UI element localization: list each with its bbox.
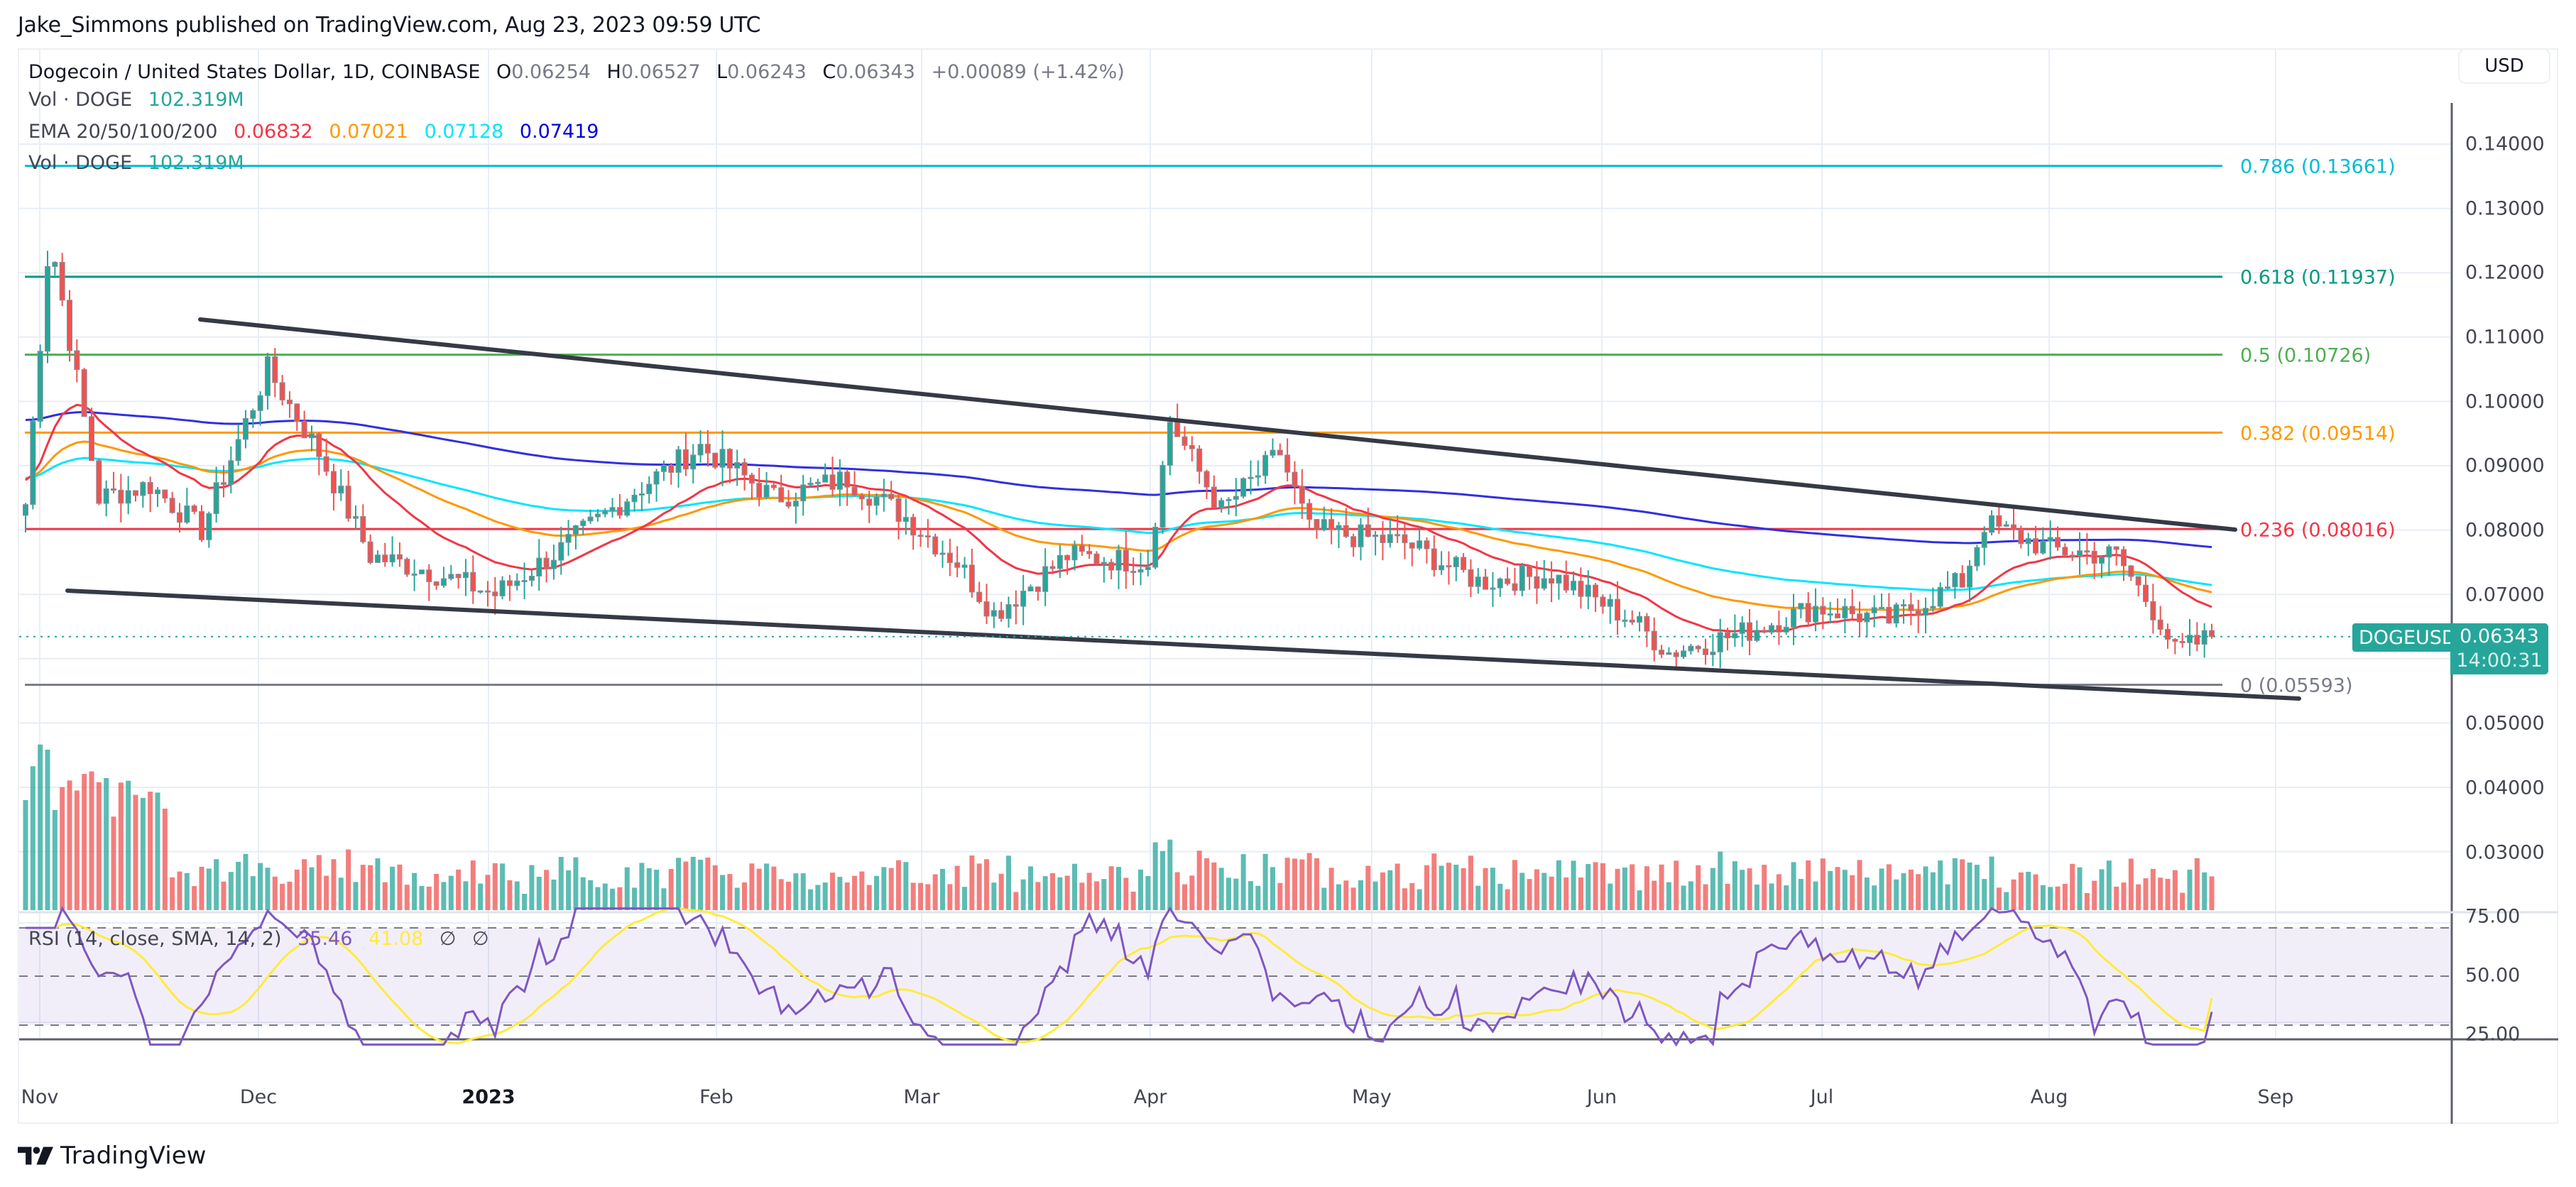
- time-tick: Apr: [1133, 1086, 1167, 1108]
- rsi-legend[interactable]: RSI (14, close, SMA, 14, 2) 35.46 41.08 …: [28, 928, 499, 950]
- change-value: +0.00089 (+1.42%): [931, 61, 1125, 83]
- volume-bars: [23, 744, 2215, 910]
- rsi-tick: 50.00: [2465, 964, 2521, 987]
- chart-frame: [18, 48, 2558, 1124]
- rsi-tick: 25.00: [2465, 1023, 2521, 1046]
- price-tick: 0.10000: [2465, 390, 2545, 413]
- upper-trendline: [198, 317, 2237, 532]
- lower-trendline: [65, 589, 2301, 701]
- volume-label: Vol · DOGE: [28, 89, 133, 111]
- brand-name: TradingView: [60, 1142, 207, 1170]
- time-tick: 2023: [462, 1086, 515, 1108]
- ema200-line: [25, 410, 2212, 549]
- bar-countdown: 14:00:31: [2456, 650, 2543, 672]
- ema50-value: 0.07021: [329, 121, 408, 143]
- volume-legend[interactable]: Vol · DOGE 102.319M: [28, 89, 254, 111]
- fib-label-0786: 0.786 (0.13661): [2240, 155, 2396, 178]
- rsi-line: [26, 906, 2213, 1047]
- publisher-caption: Jake_Simmons published on TradingView.co…: [18, 13, 761, 38]
- price-tick: 0.05000: [2465, 712, 2545, 735]
- rsi-pane: [19, 927, 2452, 1026]
- candles[interactable]: [23, 251, 2215, 668]
- price-tick: 0.09000: [2465, 454, 2545, 477]
- ema100-line: [25, 456, 2212, 591]
- tradingview-mark-icon: [18, 1147, 53, 1165]
- rsi-sma-value: 41.08: [369, 928, 424, 950]
- volume-legend-2[interactable]: Vol · DOGE 102.319M: [28, 152, 254, 174]
- volume-label: Vol · DOGE: [28, 152, 133, 174]
- symbol-title: Dogecoin / United States Dollar, 1D, COI…: [28, 61, 481, 83]
- low-value: 0.06243: [727, 61, 807, 83]
- price-tick: 0.11000: [2465, 326, 2545, 349]
- fib-label-0: 0 (0.05593): [2240, 674, 2353, 697]
- time-tick: Jun: [1586, 1086, 1617, 1108]
- time-tick: Feb: [699, 1086, 733, 1108]
- trendlines[interactable]: [65, 317, 2301, 701]
- price-tick: 0.13000: [2465, 197, 2545, 220]
- fibonacci-retracement[interactable]: [25, 165, 2222, 687]
- fib-label-0236: 0.236 (0.08016): [2240, 519, 2396, 542]
- ohlc-values: O0.06254 H0.06527 L0.06243 C0.06343 +0.0…: [496, 61, 1125, 83]
- rsi-value: 35.46: [298, 928, 353, 950]
- symbol-badge: DOGEUSD: [2352, 623, 2463, 652]
- high-value: 0.06527: [621, 61, 701, 83]
- price-tick: 0.04000: [2465, 777, 2545, 799]
- price-tick: 0.14000: [2465, 133, 2545, 155]
- time-tick: Aug: [2030, 1086, 2068, 1108]
- volume-value: 102.319M: [148, 152, 244, 174]
- price-tick: 0.07000: [2465, 584, 2545, 606]
- time-tick: Mar: [903, 1086, 940, 1108]
- currency-button[interactable]: USD: [2458, 48, 2550, 84]
- rsi-sma-line: [26, 907, 2213, 1045]
- tradingview-logo[interactable]: TradingView: [18, 1142, 206, 1170]
- open-value: 0.06254: [511, 61, 591, 83]
- fib-label-0618: 0.618 (0.11937): [2240, 266, 2396, 289]
- time-tick: Dec: [239, 1086, 278, 1108]
- close-value: 0.06343: [836, 61, 915, 83]
- rsi-na-2: ∅: [472, 928, 489, 950]
- time-tick: Sep: [2257, 1086, 2294, 1108]
- time-tick: Nov: [21, 1086, 59, 1108]
- last-price: 0.06343: [2460, 625, 2539, 647]
- symbol-legend: Dogecoin / United States Dollar, 1D, COI…: [28, 61, 1145, 83]
- rsi-na-1: ∅: [439, 928, 457, 950]
- ema-legend[interactable]: EMA 20/50/100/200 0.06832 0.07021 0.0712…: [28, 121, 608, 143]
- time-tick: Jul: [1810, 1086, 1834, 1108]
- rsi-label: RSI (14, close, SMA, 14, 2): [28, 928, 282, 950]
- fib-label-0382: 0.382 (0.09514): [2240, 422, 2396, 445]
- ema200-value: 0.07419: [519, 121, 599, 143]
- price-tick: 0.08000: [2465, 519, 2545, 542]
- ema-label: EMA 20/50/100/200: [28, 121, 218, 143]
- price-tick: 0.12000: [2465, 261, 2545, 284]
- last-price-badge: 0.06343 14:00:31: [2450, 623, 2548, 674]
- volume-value: 102.319M: [148, 89, 244, 111]
- ema100-value: 0.07128: [424, 121, 504, 143]
- rsi-tick: 75.00: [2465, 905, 2521, 928]
- time-tick: May: [1352, 1086, 1392, 1108]
- price-tick: 0.03000: [2465, 841, 2545, 864]
- ema20-value: 0.06832: [234, 121, 313, 143]
- fib-label-05: 0.5 (0.10726): [2240, 344, 2372, 367]
